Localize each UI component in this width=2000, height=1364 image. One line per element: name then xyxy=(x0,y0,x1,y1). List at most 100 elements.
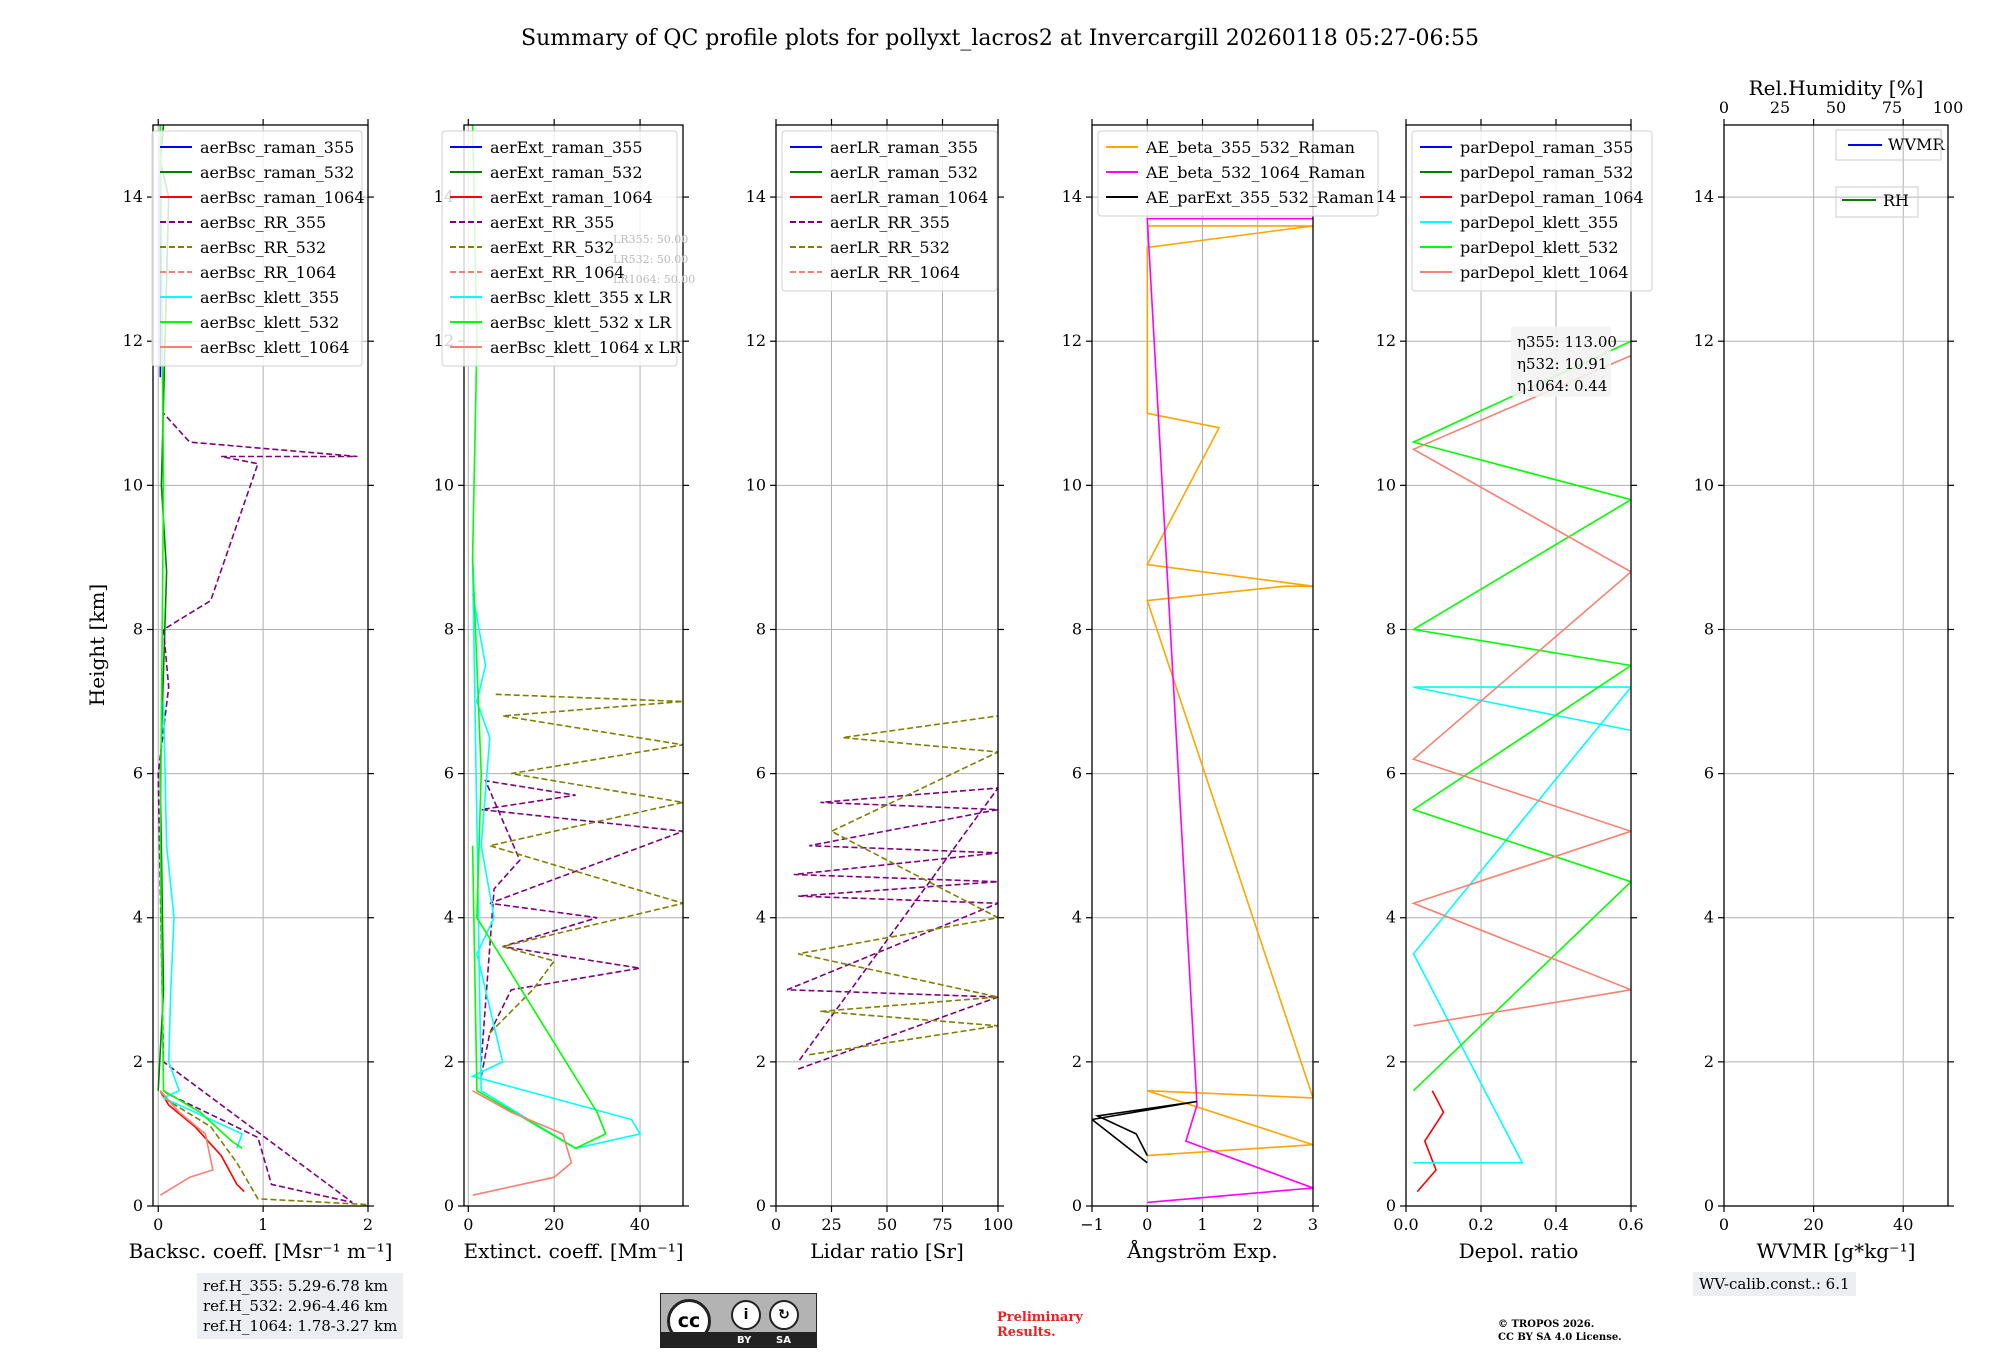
legend-label-aerLR_raman_355: aerLR_raman_355 xyxy=(830,138,978,157)
legend-label-aerLR_RR_355: aerLR_RR_355 xyxy=(830,213,950,232)
legend-label-aerExt_raman_355: aerExt_raman_355 xyxy=(490,138,643,157)
legend-label-parDepol_klett_355: parDepol_klett_355 xyxy=(1460,213,1618,232)
y-tick-label-6: 12 xyxy=(123,331,143,350)
legend-label-aerExt_raman_532: aerExt_raman_532 xyxy=(490,163,643,182)
y-tick-label-5: 10 xyxy=(123,475,143,494)
series-group xyxy=(786,715,998,1070)
panel-2: 0204002468101214Extinct. coeff. [Mm⁻¹]ae… xyxy=(434,119,695,1263)
legend-label-aerLR_raman_1064: aerLR_raman_1064 xyxy=(830,188,988,207)
legend-box-WVMR xyxy=(1835,129,1942,161)
legend-label-aerBsc_klett_532: aerBsc_klett_532 xyxy=(200,313,339,332)
x-tick-label-0: 0 xyxy=(463,1215,473,1234)
y-tick-label-4: 8 xyxy=(1386,619,1396,638)
legend-label-AE_parExt_355_532_Raman: AE_parExt_355_532_Raman xyxy=(1145,188,1374,207)
y-tick-label-7: 14 xyxy=(1694,187,1714,206)
y-tick-label-1: 2 xyxy=(1072,1052,1082,1071)
x-tick-label-2: 40 xyxy=(630,1215,650,1234)
figure-title: Summary of QC profile plots for pollyxt_… xyxy=(521,26,1479,51)
legend-label-aerBsc_RR_532: aerBsc_RR_532 xyxy=(200,238,326,257)
eta-box xyxy=(1511,326,1611,397)
y-tick-label-3: 6 xyxy=(1386,764,1396,783)
y-tick-label-0: 0 xyxy=(1072,1196,1082,1215)
legend-label-aerExt_RR_532: aerExt_RR_532 xyxy=(490,238,614,257)
axes-frame xyxy=(463,124,684,1207)
x-tick-label-0: 0 xyxy=(1719,1215,1729,1234)
series-group xyxy=(1411,340,1631,1193)
axes-frame xyxy=(1723,124,1949,1207)
legend-label-aerExt_raman_1064: aerExt_raman_1064 xyxy=(490,188,653,207)
ref-height-1064: ref.H_1064: 1.78-3.27 km xyxy=(203,1317,398,1335)
y-tick-label-2: 4 xyxy=(1072,908,1082,927)
legend-label-aerBsc_raman_1064: aerBsc_raman_1064 xyxy=(200,188,365,207)
top-tick-label-2: 50 xyxy=(1826,98,1846,117)
legend-box xyxy=(441,130,678,367)
y-tick-label-6: 12 xyxy=(1376,331,1396,350)
legend-label-parDepol_raman_532: parDepol_raman_532 xyxy=(1460,163,1633,182)
y-tick-label-2: 4 xyxy=(444,908,454,927)
legend-box xyxy=(1097,130,1379,217)
y-tick-label-2: 4 xyxy=(1704,908,1714,927)
legend-box xyxy=(781,130,998,292)
ref-height-532: ref.H_532: 2.96-4.46 km xyxy=(203,1297,388,1315)
series-line-aerLR_RR_532 xyxy=(798,715,998,1056)
series-line-parDepol_klett_1064 xyxy=(1411,354,1631,1027)
top-tick-label-4: 100 xyxy=(1933,98,1964,117)
y-tick-label-1: 2 xyxy=(1704,1052,1714,1071)
top-tick-label-0: 0 xyxy=(1719,98,1729,117)
axes-frame xyxy=(152,124,369,1207)
series-line-aerBsc_klett_532 xyxy=(159,125,243,1149)
panel-5: 0.0 0.2 0.4 0.6 0 2 4 6 8 10 12 14 Depol. ratio parDe… xyxy=(1376,119,1653,1263)
eta-label-2: η1064: 0.44 xyxy=(1517,377,1607,395)
y-tick-label-4: 8 xyxy=(1072,619,1082,638)
y-tick-label-6: 12 xyxy=(746,331,766,350)
series-line-aerBsc_klett_1064 xyxy=(159,1090,214,1196)
x-tick-label-1: 20 xyxy=(1803,1215,1823,1234)
x-tick-label-0: 0 xyxy=(771,1215,781,1234)
x-tick-label-4: 100 xyxy=(983,1215,1014,1234)
series-line-aerBsc_klett_1064 x LR xyxy=(472,1090,573,1196)
x-tick-label-2: 1 xyxy=(1197,1215,1207,1234)
series-line-parDepol_klett_355 xyxy=(1412,686,1631,1164)
x-tick-label-1: 20 xyxy=(544,1215,564,1234)
legend-box-RH xyxy=(1835,186,1919,218)
legend-label-aerBsc_RR_1064: aerBsc_RR_1064 xyxy=(200,263,336,282)
panel-3: 0 25 50 75 100 0 2 4 6 8 10 12 14 Lidar ratio [Sr] aer… xyxy=(746,119,1014,1263)
series-line-parDepol_raman_1064 xyxy=(1416,1090,1445,1193)
series-line-aerExt_RR_355 xyxy=(480,779,683,1077)
x-axis-label: Lidar ratio [Sr] xyxy=(810,1239,964,1263)
legend-box xyxy=(151,130,363,367)
legend-label-aerBsc_klett_1064: aerBsc_klett_1064 xyxy=(200,338,349,357)
legend-label-aerLR_RR_1064: aerLR_RR_1064 xyxy=(830,263,960,282)
lr-label-0: LR355: 50.00 xyxy=(613,233,688,246)
x-axis-label: Depol. ratio xyxy=(1459,1239,1579,1263)
x-tick-label-3: 2 xyxy=(1253,1215,1263,1234)
legend-label-parDepol_klett_532: parDepol_klett_532 xyxy=(1460,238,1618,257)
legend-label-WVMR: WVMR xyxy=(1888,135,1945,154)
y-tick-label-3: 6 xyxy=(756,764,766,783)
series-line-aerBsc_klett_532 x LR xyxy=(471,125,607,1150)
series-line-aerBsc_klett_355 xyxy=(161,701,244,1149)
y-tick-label-2: 4 xyxy=(756,908,766,927)
y-tick-label-4: 8 xyxy=(1704,619,1714,638)
legend-label-aerBsc_raman_532: aerBsc_raman_532 xyxy=(200,163,354,182)
y-tick-label-4: 8 xyxy=(444,619,454,638)
y-tick-label-3: 6 xyxy=(133,764,143,783)
y-tick-label-4: 8 xyxy=(756,619,766,638)
x-tick-label-1: 0.2 xyxy=(1468,1215,1493,1234)
x-tick-label-4: 3 xyxy=(1308,1215,1318,1234)
x-tick-label-2: 50 xyxy=(877,1215,897,1234)
y-tick-label-5: 10 xyxy=(1062,475,1082,494)
ref-height-355: ref.H_355: 5.29-6.78 km xyxy=(203,1277,388,1295)
x-tick-label-2: 2 xyxy=(363,1215,373,1234)
y-tick-label-7: 14 xyxy=(1376,187,1396,206)
series-line-aerBsc_RR_355 xyxy=(157,412,358,1204)
top-tick-label-3: 75 xyxy=(1882,98,1902,117)
legend-label-aerBsc_klett_532 x LR: aerBsc_klett_532 x LR xyxy=(490,313,672,332)
y-tick-label-2: 4 xyxy=(1386,908,1396,927)
legend-label-aerExt_RR_1064: aerExt_RR_1064 xyxy=(490,263,625,282)
y-tick-label-3: 6 xyxy=(1704,764,1714,783)
series-line-aerBsc_klett_355 x LR xyxy=(470,557,642,1150)
x-axis-label: Backsc. coeff. [Msr⁻¹ m⁻¹] xyxy=(129,1239,393,1263)
